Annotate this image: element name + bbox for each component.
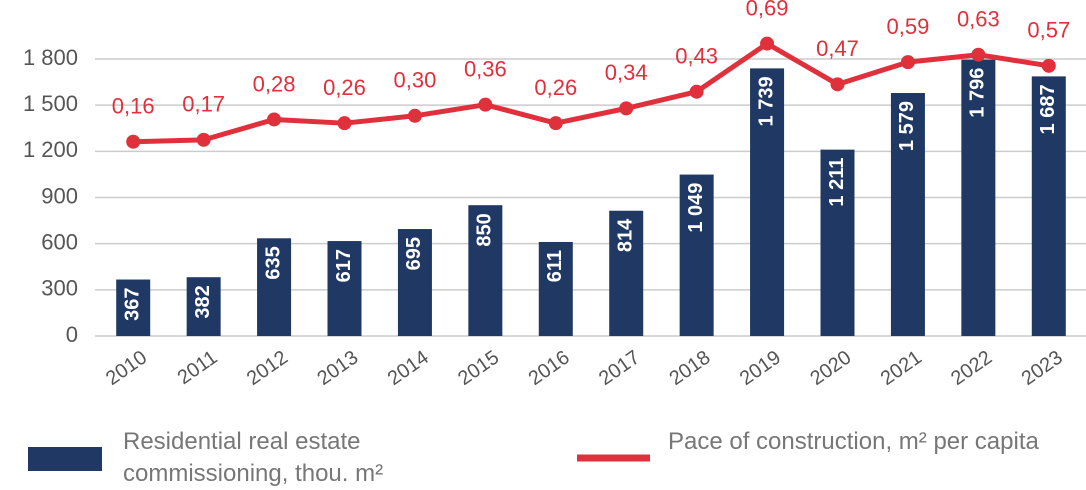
x-tick-label: 2012 — [243, 346, 292, 390]
line-marker — [478, 97, 493, 112]
bar-value-label: 814 — [614, 218, 636, 252]
line-marker — [196, 132, 211, 147]
bar — [468, 205, 503, 336]
line — [133, 41, 1050, 145]
bar — [116, 279, 151, 336]
bar — [890, 93, 925, 336]
y-tick-label: 1 200 — [23, 137, 78, 162]
line-marker — [267, 112, 282, 127]
line-value-label: 0,59 — [887, 14, 930, 39]
bar-value-label: 1 796 — [967, 68, 989, 118]
line-value-label: 0,69 — [746, 0, 789, 20]
line-marker — [689, 84, 704, 99]
line-value-label: 0,30 — [394, 68, 437, 93]
x-tick-label: 2018 — [665, 346, 714, 390]
bar-value-label: 850 — [474, 213, 496, 246]
y-tick-label: 900 — [41, 183, 78, 208]
y-tick-label: 1 800 — [23, 45, 78, 70]
line-value-label: 0,34 — [605, 60, 648, 85]
line-marker — [407, 108, 422, 123]
x-tick-label: 2022 — [947, 346, 996, 390]
legend-swatch — [28, 447, 102, 471]
bar-value-label: 1 739 — [755, 76, 777, 126]
legend-label: Pace of construction, m² per capita — [668, 428, 1039, 455]
bar — [327, 241, 362, 336]
line-marker — [971, 47, 986, 62]
bar — [397, 229, 432, 336]
x-tick-label: 2013 — [313, 346, 362, 390]
y-tick-label: 300 — [41, 276, 78, 301]
x-tick-label: 2014 — [384, 346, 433, 390]
x-tick-label: 2015 — [454, 346, 503, 390]
bar — [609, 210, 644, 336]
line-value-label: 0,57 — [1027, 18, 1070, 43]
bar-value-label: 1 211 — [826, 158, 848, 207]
x-tick-label: 2020 — [806, 346, 855, 390]
x-tick-label: 2016 — [525, 346, 574, 390]
line-marker — [619, 101, 634, 116]
bar-value-label: 1 049 — [685, 183, 707, 233]
line-value-label: 0,28 — [253, 71, 296, 96]
x-tick-label: 2011 — [174, 346, 222, 389]
bar — [1031, 76, 1066, 337]
line-marker — [548, 116, 563, 131]
bar-value-label: 1 687 — [1037, 84, 1059, 134]
y-tick-label: 0 — [66, 322, 78, 347]
bar-value-label: 617 — [333, 249, 355, 282]
line-value-label: 0,47 — [816, 36, 859, 61]
line-marker — [900, 55, 915, 70]
line-marker — [760, 36, 775, 51]
x-tick-label: 2017 — [595, 346, 644, 390]
bar — [961, 59, 996, 337]
bar — [257, 238, 292, 336]
bar-value-label: 367 — [121, 288, 143, 321]
line-marker — [126, 134, 141, 149]
line-marker — [830, 77, 845, 92]
bar — [679, 174, 714, 336]
line-value-label: 0,26 — [534, 75, 577, 100]
line-marker — [337, 116, 352, 131]
line-value-label: 0,43 — [675, 44, 718, 69]
bar-value-label: 382 — [192, 285, 214, 318]
x-tick-label: 2021 — [877, 346, 926, 390]
bar — [538, 241, 573, 336]
legend-label: Residential real estate commissioning, t… — [123, 428, 384, 487]
bar-value-label: 635 — [262, 246, 284, 279]
x-tick-label: 2023 — [1018, 346, 1067, 390]
line-value-label: 0,26 — [323, 75, 366, 100]
bar-value-label: 1 579 — [896, 101, 918, 151]
line-marker — [1041, 58, 1056, 73]
bar — [820, 149, 855, 336]
bar-value-label: 611 — [544, 250, 566, 282]
x-tick-label: 2010 — [102, 346, 151, 390]
line-value-label: 0,36 — [464, 56, 507, 81]
line-value-label: 0,63 — [957, 7, 1000, 32]
bar — [750, 68, 785, 337]
y-tick-label: 1 500 — [23, 91, 78, 116]
bar — [186, 277, 221, 336]
y-tick-label: 600 — [41, 229, 78, 254]
bar-value-label: 695 — [403, 237, 425, 270]
line-value-label: 0,17 — [182, 92, 225, 117]
line-value-label: 0,16 — [112, 94, 155, 119]
x-tick-label: 2019 — [736, 346, 785, 390]
